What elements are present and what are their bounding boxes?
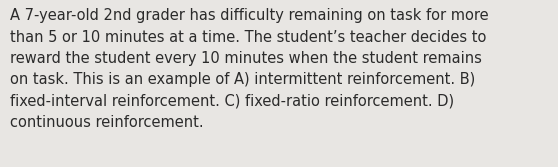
Text: A 7-year-old 2nd grader has difficulty remaining on task for more
than 5 or 10 m: A 7-year-old 2nd grader has difficulty r… bbox=[10, 8, 489, 130]
